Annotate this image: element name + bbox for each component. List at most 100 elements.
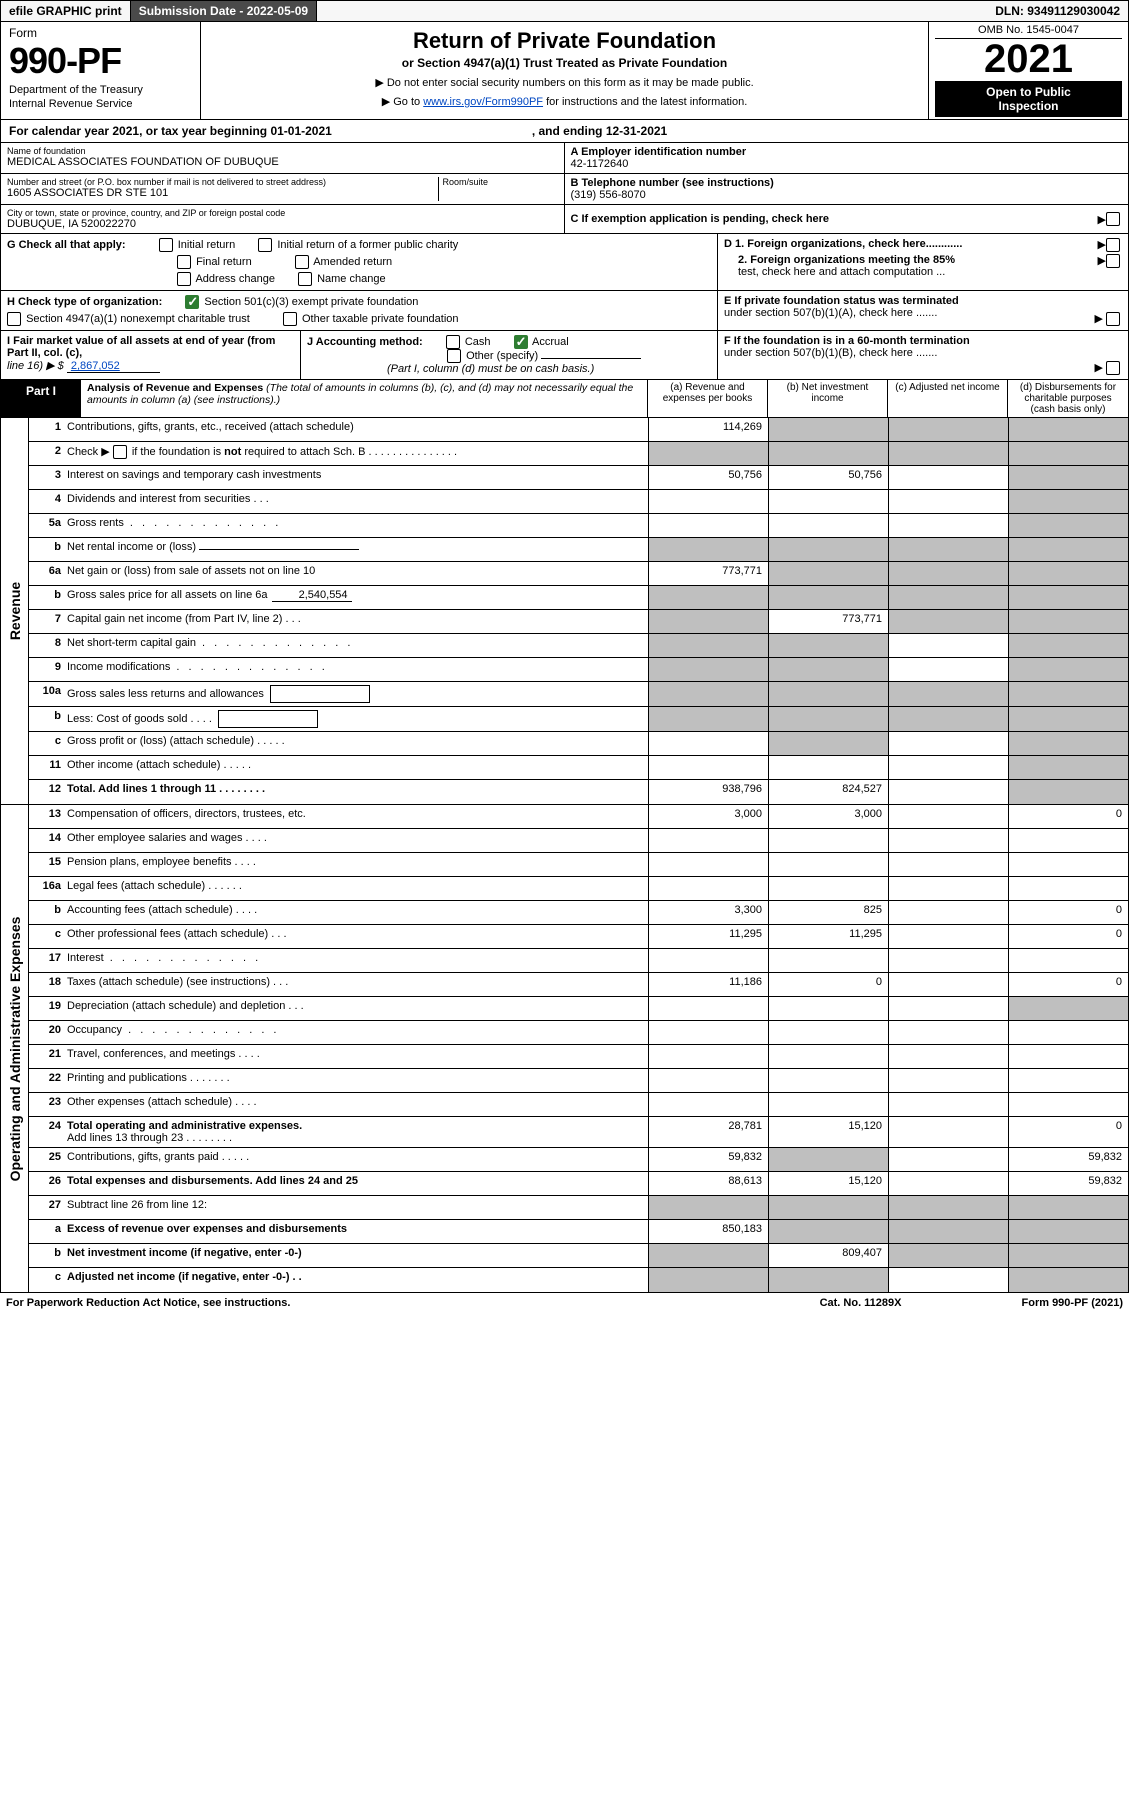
cell-a [648, 707, 768, 731]
instr-1: ▶ Do not enter social security numbers o… [221, 76, 908, 89]
cell-c [888, 442, 1008, 465]
c-checkbox[interactable] [1106, 212, 1120, 226]
row-7: 7 Capital gain net income (from Part IV,… [29, 610, 1128, 634]
calendar-year-row: For calendar year 2021, or tax year begi… [0, 120, 1129, 143]
r2-checkbox[interactable] [113, 445, 127, 459]
instr-2-pre: ▶ Go to [382, 96, 423, 108]
footer-right: Form 990-PF (2021) [1022, 1297, 1124, 1309]
name-label: Name of foundation [7, 146, 558, 156]
row-label: Printing and publications . . . . . . . [65, 1069, 648, 1092]
cell-a [648, 490, 768, 513]
h-4947-checkbox[interactable] [7, 312, 21, 326]
row-num: b [29, 1244, 65, 1267]
row-17: 17 Interest [29, 949, 1128, 973]
cell-b [768, 732, 888, 755]
row-num: 1 [29, 418, 65, 441]
cell-b: 11,295 [768, 925, 888, 948]
cell-b [768, 707, 888, 731]
cell-a [648, 949, 768, 972]
cell-a [648, 514, 768, 537]
g-name-checkbox[interactable] [298, 272, 312, 286]
e2-label: under section 507(b)(1)(A), check here .… [724, 307, 1094, 319]
cell-a [648, 658, 768, 681]
cell-d [1008, 586, 1128, 609]
cell-a [648, 829, 768, 852]
row-11: 11 Other income (attach schedule) . . . … [29, 756, 1128, 780]
g-initial-former-checkbox[interactable] [258, 238, 272, 252]
d-section: D 1. Foreign organizations, check here..… [718, 234, 1128, 291]
h-opt1: Section 501(c)(3) exempt private foundat… [204, 296, 418, 308]
cell-b: 773,771 [768, 610, 888, 633]
j-accrual-checkbox[interactable] [514, 335, 528, 349]
g-amended-checkbox[interactable] [295, 255, 309, 269]
row-label: Subtract line 26 from line 12: [65, 1196, 648, 1219]
fmv-value-link[interactable]: 2,867,052 [67, 360, 160, 373]
f-section: F If the foundation is in a 60-month ter… [718, 331, 1128, 379]
cell-c [888, 829, 1008, 852]
g-opt-3: Final return [196, 256, 252, 268]
part1-label: Part I [1, 380, 81, 417]
f-checkbox[interactable] [1106, 361, 1120, 375]
g-final-checkbox[interactable] [177, 255, 191, 269]
row-num: 23 [29, 1093, 65, 1116]
row-label: Net short-term capital gain [65, 634, 648, 657]
row-label: Net investment income (if negative, ente… [65, 1244, 648, 1267]
j-other-checkbox[interactable] [447, 349, 461, 363]
row-num: 9 [29, 658, 65, 681]
ein-value: 42-1172640 [571, 158, 1123, 170]
r2-pre: Check ▶ [67, 446, 113, 458]
cell-a [648, 538, 768, 561]
row-label: Total expenses and disbursements. Add li… [65, 1172, 648, 1195]
cell-c [888, 682, 1008, 706]
calendar-begin: For calendar year 2021, or tax year begi… [9, 124, 332, 138]
cell-c [888, 1220, 1008, 1243]
e-section: E If private foundation status was termi… [718, 291, 1128, 331]
e-checkbox[interactable] [1106, 312, 1120, 326]
row-5b: b Net rental income or (loss) [29, 538, 1128, 562]
r10b-box [218, 710, 318, 728]
row-label: Legal fees (attach schedule) . . . . . . [65, 877, 648, 900]
cell-c [888, 1045, 1008, 1068]
h-section: H Check type of organization: Section 50… [1, 291, 718, 331]
row-num: c [29, 732, 65, 755]
cell-d [1008, 418, 1128, 441]
row-label: Interest [65, 949, 648, 972]
h-other-checkbox[interactable] [283, 312, 297, 326]
row-15: 15 Pension plans, employee benefits . . … [29, 853, 1128, 877]
cell-a [648, 586, 768, 609]
cell-c [888, 586, 1008, 609]
row-label: Contributions, gifts, grants, etc., rece… [65, 418, 648, 441]
row-14: 14 Other employee salaries and wages . .… [29, 829, 1128, 853]
cell-b [768, 1268, 888, 1292]
row-label: Dividends and interest from securities .… [65, 490, 648, 513]
cell-a [648, 442, 768, 465]
i-section: I Fair market value of all assets at end… [1, 331, 301, 379]
g-address-checkbox[interactable] [177, 272, 191, 286]
cell-a: 28,781 [648, 1117, 768, 1147]
cell-c [888, 925, 1008, 948]
h-501c3-checkbox[interactable] [185, 295, 199, 309]
cell-c [888, 756, 1008, 779]
d2-checkbox[interactable] [1106, 254, 1120, 268]
cell-d: 59,832 [1008, 1148, 1128, 1171]
cell-d: 0 [1008, 973, 1128, 996]
j-cash-checkbox[interactable] [446, 335, 460, 349]
row-label: Net rental income or (loss) [65, 538, 648, 561]
g-opt-2: Initial return of a former public charit… [277, 239, 458, 251]
row-label: Other professional fees (attach schedule… [65, 925, 648, 948]
row-8: 8 Net short-term capital gain [29, 634, 1128, 658]
d1-checkbox[interactable] [1106, 238, 1120, 252]
efile-print-button[interactable]: efile GRAPHIC print [1, 1, 131, 21]
cell-d [1008, 514, 1128, 537]
row-num: 16a [29, 877, 65, 900]
open-public-badge: Open to Public Inspection [935, 81, 1122, 117]
g-initial-return-checkbox[interactable] [159, 238, 173, 252]
form990pf-link[interactable]: www.irs.gov/Form990PF [423, 96, 543, 108]
j-accrual: Accrual [532, 336, 569, 348]
r2-post-1: if the foundation is [132, 446, 224, 458]
cell-d [1008, 1268, 1128, 1292]
row-1: 1 Contributions, gifts, grants, etc., re… [29, 418, 1128, 442]
cell-c [888, 805, 1008, 828]
cell-d [1008, 997, 1128, 1020]
cell-b [768, 514, 888, 537]
